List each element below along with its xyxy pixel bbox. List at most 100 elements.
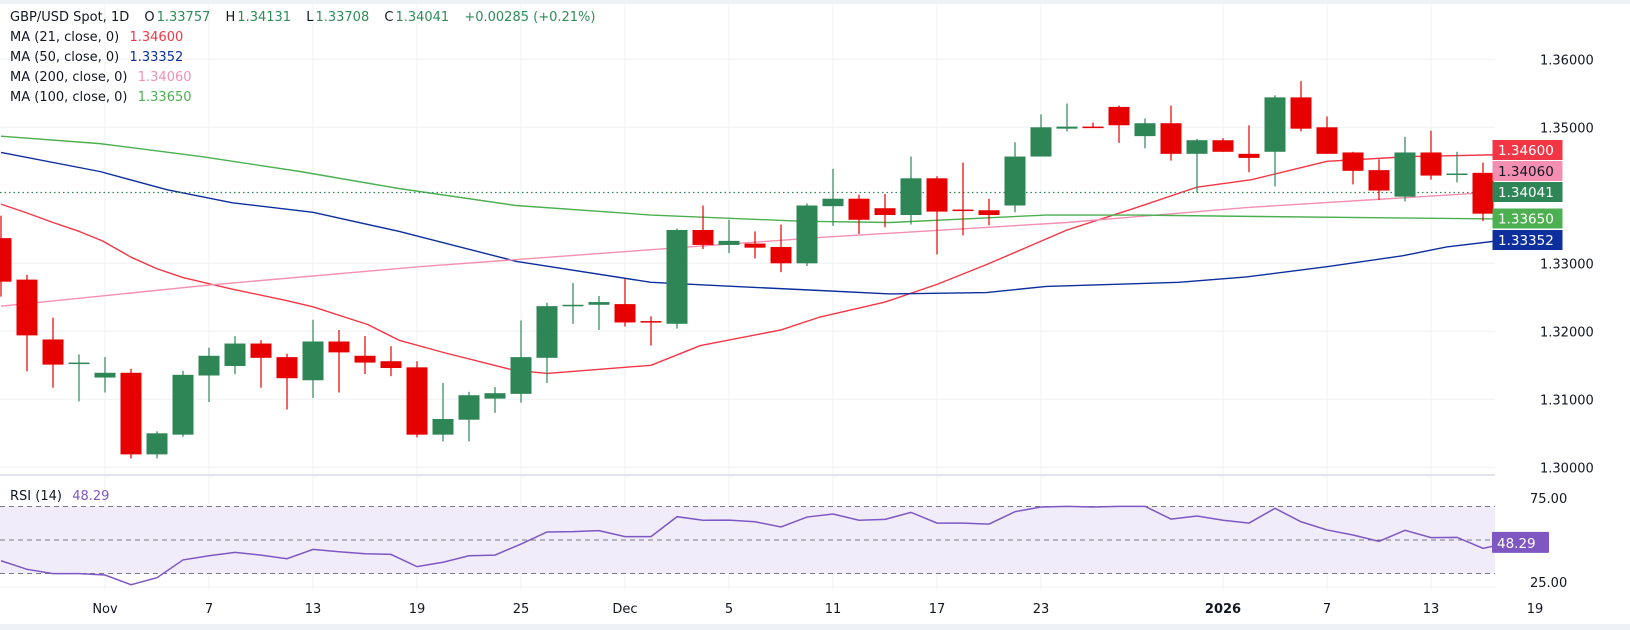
candle[interactable] <box>1030 114 1052 157</box>
candle[interactable] <box>16 274 38 372</box>
candle-body <box>562 304 584 307</box>
candle[interactable] <box>1056 103 1078 132</box>
rsi-line[interactable] <box>0 505 1510 586</box>
rsi-value: 48.29 <box>72 489 110 504</box>
candle[interactable] <box>1264 95 1286 187</box>
ma50-legend[interactable]: MA (50, close, 0) 1.33352 <box>10 49 185 67</box>
candle[interactable] <box>1290 81 1312 132</box>
candle[interactable] <box>692 205 714 250</box>
candle-body <box>1186 140 1208 154</box>
ma-line-50[interactable] <box>0 151 1510 295</box>
candle-body <box>1056 126 1078 129</box>
candle[interactable] <box>276 353 298 410</box>
close-value: 1.34041 <box>395 10 450 25</box>
candle[interactable] <box>198 347 220 403</box>
candle[interactable] <box>1238 125 1260 173</box>
candle[interactable] <box>1186 138 1208 193</box>
ma200-label: MA (200, close, 0) <box>10 70 128 85</box>
candle[interactable] <box>302 319 324 398</box>
rsi-pane[interactable] <box>0 505 1510 586</box>
candle[interactable] <box>250 340 272 388</box>
time-axis[interactable]: Nov 7 13 19 25 Dec 5 11 17 23 2026 7 13 19 <box>92 602 1543 617</box>
candle[interactable] <box>0 215 12 297</box>
ma100-label: MA (100, close, 0) <box>10 90 128 105</box>
candle[interactable] <box>328 329 350 393</box>
candle[interactable] <box>68 354 90 402</box>
rsi-label: RSI (14) <box>10 489 62 504</box>
candle-body <box>276 357 298 379</box>
candle[interactable] <box>718 219 740 254</box>
candle[interactable] <box>1342 151 1364 185</box>
candle[interactable] <box>354 336 376 375</box>
candle-body <box>1472 172 1494 214</box>
candle[interactable] <box>458 391 480 442</box>
candle[interactable] <box>1004 142 1026 213</box>
candle[interactable] <box>1394 136 1416 202</box>
candle-body <box>16 279 38 336</box>
price-tag: 1.33650 <box>1492 208 1563 229</box>
candle-body <box>978 210 1000 216</box>
candle[interactable] <box>1420 130 1442 180</box>
candle[interactable] <box>1472 162 1494 222</box>
candle[interactable] <box>848 194 870 235</box>
candle[interactable] <box>1082 122 1104 129</box>
rsi-legend[interactable]: RSI (14) 48.29 <box>10 488 111 506</box>
candle[interactable] <box>640 316 662 346</box>
candle[interactable] <box>666 228 688 329</box>
candle-body <box>380 361 402 369</box>
candle[interactable] <box>770 224 792 273</box>
candle-body <box>1316 127 1338 154</box>
candle[interactable] <box>42 317 64 388</box>
candle[interactable] <box>432 382 454 442</box>
candle[interactable] <box>822 168 844 226</box>
candle[interactable] <box>380 346 402 377</box>
candle[interactable] <box>510 320 532 403</box>
price-tag-background <box>1492 140 1563 160</box>
candle[interactable] <box>1316 116 1338 154</box>
candle[interactable] <box>744 231 766 259</box>
candle[interactable] <box>1160 105 1182 161</box>
candle[interactable] <box>172 370 194 437</box>
candle[interactable] <box>536 302 558 383</box>
candle[interactable] <box>952 162 974 236</box>
ma21-legend[interactable]: MA (21, close, 0) 1.34600 <box>10 29 185 47</box>
candle[interactable] <box>146 431 168 459</box>
candle[interactable] <box>588 295 610 330</box>
candle-body <box>926 178 948 212</box>
candle[interactable] <box>224 336 246 375</box>
candle[interactable] <box>614 278 636 327</box>
time-tick-label: 19 <box>1527 602 1544 617</box>
candle[interactable] <box>406 361 428 438</box>
candle-body <box>68 362 90 365</box>
candle[interactable] <box>94 357 116 393</box>
candlestick-series[interactable] <box>0 81 1520 459</box>
candle[interactable] <box>1212 138 1234 152</box>
candle[interactable] <box>1134 118 1156 149</box>
price-tag-background <box>1492 161 1563 181</box>
candle-body <box>94 372 116 378</box>
symbol-title[interactable]: GBP/USD Spot, 1D <box>10 10 130 25</box>
candle[interactable] <box>796 203 818 267</box>
price-tag: 1.33352 <box>1492 230 1563 250</box>
candle[interactable] <box>1446 151 1468 183</box>
candle[interactable] <box>1108 105 1130 143</box>
candle[interactable] <box>484 387 506 413</box>
candle-body <box>1394 152 1416 197</box>
candle[interactable] <box>978 198 1000 226</box>
candle[interactable] <box>562 283 584 324</box>
ma50-value: 1.33352 <box>129 50 184 65</box>
candle[interactable] <box>874 193 896 228</box>
candle[interactable] <box>926 176 948 255</box>
candle-body <box>822 198 844 207</box>
price-axis[interactable]: 1.36000 1.35000 1.33000 1.32000 1.31000 1.300… <box>1492 4 1630 624</box>
price-tag: 1.34600 <box>1492 140 1563 160</box>
ma-line-21[interactable] <box>0 153 1510 375</box>
candle[interactable] <box>120 368 142 459</box>
ma100-legend[interactable]: MA (100, close, 0) 1.33650 <box>10 89 194 107</box>
candle[interactable] <box>1368 159 1390 201</box>
ma200-legend[interactable]: MA (200, close, 0) 1.34060 <box>10 69 194 87</box>
ma-line-100[interactable] <box>0 135 1510 224</box>
time-tick-label: 7 <box>1323 602 1331 617</box>
candle[interactable] <box>900 156 922 225</box>
